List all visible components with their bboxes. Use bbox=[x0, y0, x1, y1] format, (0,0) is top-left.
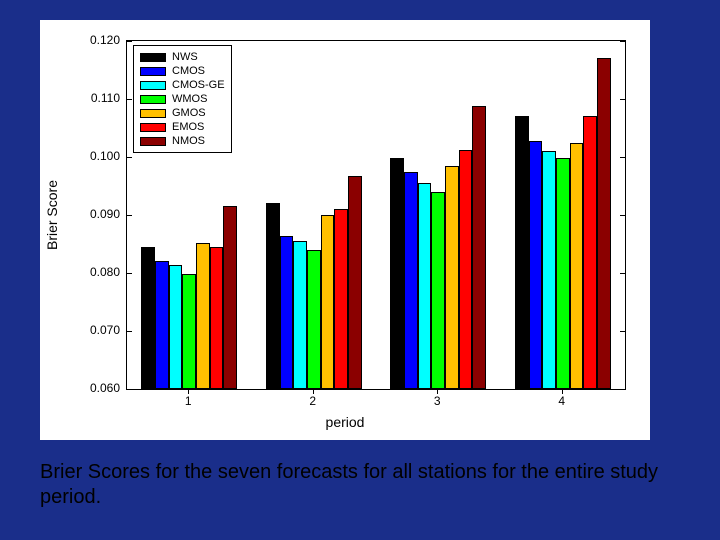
chart-panel: Brier Score period NWSCMOSCMOS-GEWMOSGMO… bbox=[40, 20, 650, 440]
legend-swatch bbox=[140, 137, 166, 146]
legend-label: NMOS bbox=[172, 134, 205, 148]
legend-label: WMOS bbox=[172, 92, 207, 106]
legend-item: CMOS bbox=[140, 64, 225, 78]
legend-item: GMOS bbox=[140, 106, 225, 120]
legend-swatch bbox=[140, 53, 166, 62]
bar bbox=[280, 236, 294, 389]
legend-swatch bbox=[140, 95, 166, 104]
bar bbox=[141, 247, 155, 389]
y-tick-mark bbox=[127, 41, 132, 42]
bar bbox=[223, 206, 237, 389]
legend-swatch bbox=[140, 123, 166, 132]
x-tick-label: 2 bbox=[309, 394, 316, 408]
y-tick-mark bbox=[127, 331, 132, 332]
bar bbox=[334, 209, 348, 389]
bar bbox=[182, 274, 196, 389]
y-tick-label: 0.080 bbox=[60, 265, 120, 279]
bar bbox=[556, 158, 570, 389]
y-axis-label: Brier Score bbox=[44, 180, 60, 250]
legend-label: NWS bbox=[172, 50, 198, 64]
legend-label: EMOS bbox=[172, 120, 204, 134]
bar bbox=[472, 106, 486, 389]
bar bbox=[597, 58, 611, 389]
x-tick-label: 4 bbox=[558, 394, 565, 408]
bar bbox=[459, 150, 473, 389]
legend-item: NWS bbox=[140, 50, 225, 64]
y-tick-label: 0.070 bbox=[60, 323, 120, 337]
legend-label: GMOS bbox=[172, 106, 206, 120]
y-tick-mark bbox=[127, 273, 132, 274]
y-tick-mark bbox=[127, 215, 132, 216]
bar bbox=[529, 141, 543, 389]
y-tick-mark bbox=[127, 99, 132, 100]
slide: Brier Score period NWSCMOSCMOS-GEWMOSGMO… bbox=[0, 0, 720, 540]
y-tick-mark bbox=[620, 389, 625, 390]
bar bbox=[196, 243, 210, 389]
legend-swatch bbox=[140, 109, 166, 118]
bar bbox=[266, 203, 280, 389]
x-tick-mark bbox=[313, 389, 314, 394]
bar bbox=[515, 116, 529, 389]
bar bbox=[583, 116, 597, 389]
bar bbox=[418, 183, 432, 389]
bar bbox=[542, 151, 556, 389]
legend: NWSCMOSCMOS-GEWMOSGMOSEMOSNMOS bbox=[133, 45, 232, 153]
legend-swatch bbox=[140, 67, 166, 76]
caption: Brier Scores for the seven forecasts for… bbox=[40, 460, 680, 510]
y-tick-mark bbox=[127, 157, 132, 158]
bar bbox=[348, 176, 362, 389]
legend-item: EMOS bbox=[140, 120, 225, 134]
x-tick-label: 1 bbox=[185, 394, 192, 408]
bar bbox=[431, 192, 445, 389]
bar bbox=[169, 265, 183, 389]
bar bbox=[390, 158, 404, 389]
bar bbox=[155, 261, 169, 389]
x-tick-mark bbox=[562, 389, 563, 394]
legend-item: WMOS bbox=[140, 92, 225, 106]
y-tick-mark bbox=[620, 99, 625, 100]
y-tick-mark bbox=[620, 215, 625, 216]
legend-item: NMOS bbox=[140, 134, 225, 148]
bar bbox=[404, 172, 418, 390]
y-tick-label: 0.090 bbox=[60, 207, 120, 221]
plot-area: NWSCMOSCMOS-GEWMOSGMOSEMOSNMOS bbox=[126, 40, 626, 390]
bar bbox=[210, 247, 224, 389]
y-tick-label: 0.120 bbox=[60, 33, 120, 47]
bar bbox=[293, 241, 307, 389]
legend-swatch bbox=[140, 81, 166, 90]
legend-label: CMOS-GE bbox=[172, 78, 225, 92]
bar bbox=[321, 215, 335, 389]
x-tick-mark bbox=[437, 389, 438, 394]
bar bbox=[307, 250, 321, 389]
bar bbox=[570, 143, 584, 390]
y-tick-mark bbox=[127, 389, 132, 390]
y-tick-label: 0.100 bbox=[60, 149, 120, 163]
x-tick-mark bbox=[188, 389, 189, 394]
x-tick-label: 3 bbox=[434, 394, 441, 408]
y-tick-label: 0.060 bbox=[60, 381, 120, 395]
y-tick-mark bbox=[620, 273, 625, 274]
y-tick-mark bbox=[620, 157, 625, 158]
y-tick-mark bbox=[620, 331, 625, 332]
legend-label: CMOS bbox=[172, 64, 205, 78]
bar bbox=[445, 166, 459, 389]
x-axis-label: period bbox=[326, 414, 365, 430]
legend-item: CMOS-GE bbox=[140, 78, 225, 92]
y-tick-mark bbox=[620, 41, 625, 42]
y-tick-label: 0.110 bbox=[60, 91, 120, 105]
